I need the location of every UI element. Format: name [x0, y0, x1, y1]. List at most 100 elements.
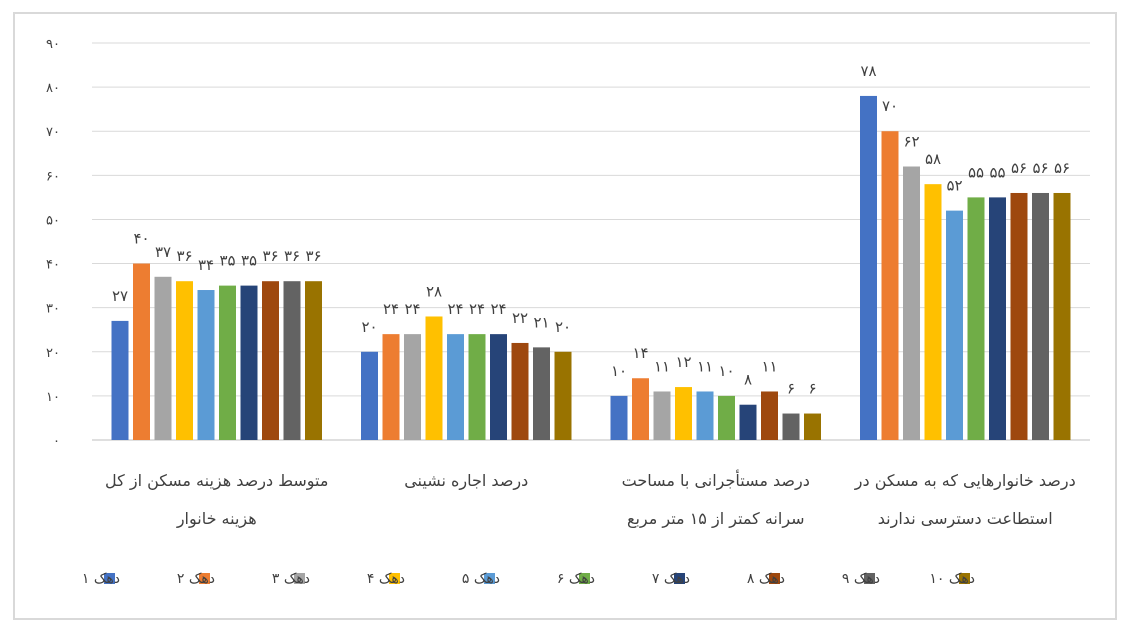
- legend-swatch: [199, 573, 210, 584]
- data-label: ۱۰: [611, 362, 627, 380]
- category-label: متوسط درصد هزینه مسکن از کل: [105, 471, 328, 491]
- data-label: ۳۶: [262, 247, 278, 265]
- bar: [903, 166, 920, 440]
- category-label: هزینه خانوار: [176, 509, 257, 529]
- data-label: ۳۵: [219, 252, 235, 270]
- y-tick-label: ۶۰: [46, 169, 60, 184]
- data-label: ۵۸: [925, 150, 941, 168]
- data-label: ۶: [787, 380, 795, 398]
- category-label: درصد خانوارهایی که به مسکن در: [854, 471, 1076, 491]
- bar: [881, 131, 899, 440]
- bar: [739, 404, 757, 440]
- legend-swatch: [484, 573, 495, 584]
- data-label: ۷۸: [860, 62, 876, 80]
- bar: [946, 210, 963, 440]
- category-label: درصد اجاره نشینی: [404, 471, 528, 491]
- bar: [361, 351, 378, 440]
- legend-swatch: [389, 573, 400, 584]
- bar: [511, 342, 529, 440]
- bar: [1032, 192, 1049, 440]
- legend-swatch: [769, 573, 780, 584]
- y-tick-label: ۲۰: [46, 346, 60, 361]
- data-label: ۱۱: [761, 357, 777, 375]
- bar: [219, 285, 236, 440]
- bar: [696, 391, 714, 440]
- data-label: ۳۶: [176, 247, 192, 265]
- legend-label: دهک ۸: [747, 571, 785, 587]
- bar: [305, 281, 322, 440]
- bar: [154, 276, 172, 440]
- data-label: ۲۱: [533, 313, 549, 331]
- bar: [924, 184, 942, 440]
- bar: [447, 334, 464, 440]
- bar: [490, 334, 507, 440]
- bar: [468, 334, 486, 440]
- data-label: ۲۴: [404, 300, 420, 318]
- y-tick-label: ۱۰: [46, 390, 60, 405]
- data-label: ۲۸: [426, 282, 442, 300]
- data-label: ۲۴: [469, 300, 485, 318]
- legend-label: دهک ۴: [367, 571, 405, 587]
- data-label: ۲۴: [447, 300, 463, 318]
- data-label: ۲۴: [383, 300, 399, 318]
- data-label: ۵۲: [946, 177, 962, 195]
- data-label: ۱۱: [654, 357, 670, 375]
- legend-swatch: [294, 573, 305, 584]
- bar: [967, 197, 985, 440]
- data-label: ۵۶: [1054, 159, 1070, 177]
- bar: [133, 263, 150, 440]
- bar: [653, 391, 671, 440]
- y-tick-label: ۴۰: [46, 258, 60, 273]
- y-tick-label: ۹۰: [46, 37, 60, 52]
- bar: [283, 281, 301, 440]
- legend-swatch: [674, 573, 685, 584]
- bar: [718, 395, 735, 440]
- bar: [533, 347, 550, 440]
- category-label: استطاعت دسترسی ندارند: [878, 509, 1053, 529]
- data-label: ۶: [808, 380, 816, 398]
- legend-label: دهک ۳: [272, 571, 310, 587]
- data-label: ۲۰: [361, 318, 377, 336]
- legend-swatch: [579, 573, 590, 584]
- legend-label: دهک ۱۰: [929, 571, 975, 587]
- bar: [197, 290, 215, 440]
- legend-label: دهک ۵: [462, 571, 500, 587]
- data-label: ۱۱: [697, 357, 713, 375]
- data-label: ۳۵: [241, 252, 257, 270]
- legend-label: دهک ۷: [652, 571, 690, 587]
- y-tick-label: ۸۰: [46, 81, 60, 96]
- legend-swatch: [864, 573, 875, 584]
- y-tick-label: ۷۰: [46, 125, 60, 140]
- data-label: ۵۵: [968, 163, 984, 181]
- data-label: ۳۶: [284, 247, 300, 265]
- y-tick-label: ۳۰: [46, 302, 60, 317]
- data-label: ۲۷: [112, 287, 128, 305]
- data-label: ۳۴: [198, 256, 214, 274]
- bar: [262, 281, 279, 440]
- bar: [111, 320, 129, 440]
- bar: [176, 281, 193, 440]
- data-label: ۱۰: [718, 362, 734, 380]
- data-label: ۸: [744, 371, 752, 389]
- bar: [804, 413, 821, 440]
- bar: [240, 285, 258, 440]
- data-label: ۳۷: [155, 243, 171, 261]
- y-tick-label: ۰: [53, 434, 60, 449]
- data-label: ۱۴: [632, 344, 648, 362]
- bar: [675, 387, 692, 440]
- y-tick-label: ۵۰: [46, 213, 60, 228]
- data-label: ۵۶: [1011, 159, 1027, 177]
- legend-swatch: [959, 573, 970, 584]
- bar: [1010, 192, 1028, 440]
- data-label: ۶۲: [903, 133, 919, 151]
- data-label: ۵۵: [989, 163, 1005, 181]
- legend-swatch: [104, 573, 115, 584]
- bar: [989, 197, 1006, 440]
- data-label: ۴۰: [133, 230, 149, 248]
- bar: [1053, 192, 1071, 440]
- legend-label: دهک ۲: [177, 571, 215, 587]
- data-label: ۲۴: [490, 300, 506, 318]
- data-label: ۳۶: [305, 247, 321, 265]
- category-label: درصد مستأجرانی با مساحت: [622, 469, 810, 491]
